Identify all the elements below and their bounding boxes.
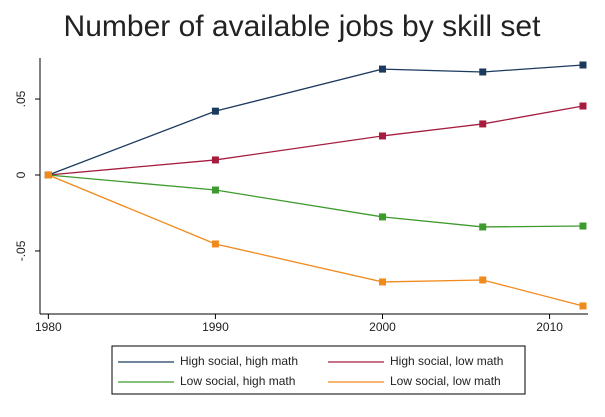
marker <box>479 120 487 128</box>
marker <box>211 107 219 115</box>
marker <box>379 65 386 73</box>
y-tick-label: 0 <box>14 171 28 178</box>
marker <box>579 61 587 69</box>
chart-title: Number of available jobs by skill set <box>64 10 542 43</box>
marker <box>211 240 219 248</box>
legend-label: High social, high math <box>180 354 298 368</box>
marker <box>579 302 587 310</box>
y-tick-label: .05 <box>14 90 28 107</box>
x-tick-label: 2010 <box>536 320 563 334</box>
line <box>48 174 583 228</box>
x-tick-label: 1980 <box>35 320 62 334</box>
line <box>48 105 584 176</box>
x-tick-label: 1990 <box>202 320 229 334</box>
marker <box>44 171 52 179</box>
marker <box>479 68 487 76</box>
line <box>48 174 584 307</box>
marker <box>579 102 587 110</box>
marker <box>479 276 487 284</box>
y-tick-label: -.05 <box>14 240 28 261</box>
marker <box>211 186 219 194</box>
x-tick-label: 2000 <box>369 320 396 334</box>
marker <box>211 156 219 164</box>
marker <box>379 278 386 286</box>
marker <box>379 132 386 140</box>
legend-label: High social, low math <box>390 354 503 368</box>
marker <box>479 223 487 231</box>
legend-label: Low social, low math <box>390 374 501 388</box>
legend <box>111 345 526 395</box>
legend-label: Low social, high math <box>180 374 295 388</box>
marker <box>579 222 587 230</box>
marker <box>379 213 386 221</box>
